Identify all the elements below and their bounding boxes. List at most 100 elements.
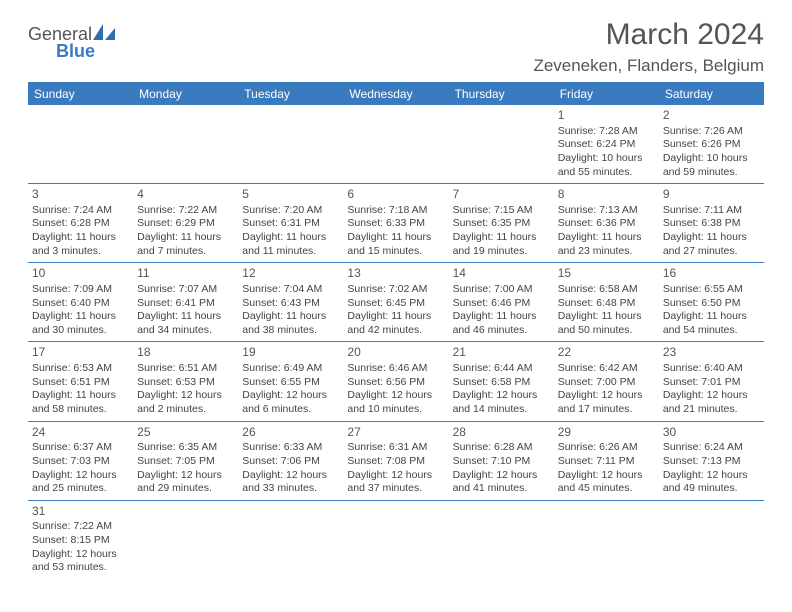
empty-cell (659, 501, 764, 579)
day-cell: 29Sunrise: 6:26 AMSunset: 7:11 PMDayligh… (554, 422, 659, 500)
day-number: 20 (347, 345, 444, 361)
daylight-text: Daylight: 10 hours and 55 minutes. (558, 152, 655, 179)
sunset-text: Sunset: 7:00 PM (558, 376, 655, 390)
sunset-text: Sunset: 6:28 PM (32, 217, 129, 231)
sunrise-text: Sunrise: 7:15 AM (453, 204, 550, 218)
day-cell: 26Sunrise: 6:33 AMSunset: 7:06 PMDayligh… (238, 422, 343, 500)
sunset-text: Sunset: 6:38 PM (663, 217, 760, 231)
day-cell: 3Sunrise: 7:24 AMSunset: 6:28 PMDaylight… (28, 184, 133, 262)
day-cell: 8Sunrise: 7:13 AMSunset: 6:36 PMDaylight… (554, 184, 659, 262)
day-cell: 9Sunrise: 7:11 AMSunset: 6:38 PMDaylight… (659, 184, 764, 262)
daylight-text: Daylight: 12 hours and 10 minutes. (347, 389, 444, 416)
sunset-text: Sunset: 7:05 PM (137, 455, 234, 469)
day-cell: 21Sunrise: 6:44 AMSunset: 6:58 PMDayligh… (449, 342, 554, 420)
day-cell: 17Sunrise: 6:53 AMSunset: 6:51 PMDayligh… (28, 342, 133, 420)
sunrise-text: Sunrise: 6:31 AM (347, 441, 444, 455)
day-cell: 12Sunrise: 7:04 AMSunset: 6:43 PMDayligh… (238, 263, 343, 341)
daylight-text: Daylight: 12 hours and 17 minutes. (558, 389, 655, 416)
sunrise-text: Sunrise: 7:13 AM (558, 204, 655, 218)
day-cell: 23Sunrise: 6:40 AMSunset: 7:01 PMDayligh… (659, 342, 764, 420)
day-cell: 11Sunrise: 7:07 AMSunset: 6:41 PMDayligh… (133, 263, 238, 341)
daylight-text: Daylight: 11 hours and 50 minutes. (558, 310, 655, 337)
day-cell: 30Sunrise: 6:24 AMSunset: 7:13 PMDayligh… (659, 422, 764, 500)
day-cell: 24Sunrise: 6:37 AMSunset: 7:03 PMDayligh… (28, 422, 133, 500)
sunset-text: Sunset: 6:33 PM (347, 217, 444, 231)
daylight-text: Daylight: 12 hours and 6 minutes. (242, 389, 339, 416)
day-cell: 15Sunrise: 6:58 AMSunset: 6:48 PMDayligh… (554, 263, 659, 341)
day-number: 15 (558, 266, 655, 282)
sunset-text: Sunset: 6:40 PM (32, 297, 129, 311)
day-number: 18 (137, 345, 234, 361)
sunrise-text: Sunrise: 6:44 AM (453, 362, 550, 376)
day-number: 19 (242, 345, 339, 361)
sunset-text: Sunset: 6:45 PM (347, 297, 444, 311)
sunrise-text: Sunrise: 7:22 AM (137, 204, 234, 218)
sunrise-text: Sunrise: 6:33 AM (242, 441, 339, 455)
daylight-text: Daylight: 12 hours and 41 minutes. (453, 469, 550, 496)
daylight-text: Daylight: 11 hours and 46 minutes. (453, 310, 550, 337)
day-cell: 22Sunrise: 6:42 AMSunset: 7:00 PMDayligh… (554, 342, 659, 420)
sunset-text: Sunset: 7:03 PM (32, 455, 129, 469)
sunrise-text: Sunrise: 7:11 AM (663, 204, 760, 218)
daylight-text: Daylight: 11 hours and 54 minutes. (663, 310, 760, 337)
sunset-text: Sunset: 6:53 PM (137, 376, 234, 390)
day-number: 10 (32, 266, 129, 282)
sunset-text: Sunset: 6:41 PM (137, 297, 234, 311)
sunrise-text: Sunrise: 7:02 AM (347, 283, 444, 297)
daylight-text: Daylight: 12 hours and 45 minutes. (558, 469, 655, 496)
daylight-text: Daylight: 11 hours and 58 minutes. (32, 389, 129, 416)
sunset-text: Sunset: 6:51 PM (32, 376, 129, 390)
sunrise-text: Sunrise: 7:26 AM (663, 125, 760, 139)
sunrise-text: Sunrise: 7:04 AM (242, 283, 339, 297)
day-number: 17 (32, 345, 129, 361)
day-number: 14 (453, 266, 550, 282)
day-cell: 20Sunrise: 6:46 AMSunset: 6:56 PMDayligh… (343, 342, 448, 420)
sunset-text: Sunset: 6:58 PM (453, 376, 550, 390)
day-cell: 2Sunrise: 7:26 AMSunset: 6:26 PMDaylight… (659, 105, 764, 183)
logo: General Blue (28, 24, 115, 60)
sunset-text: Sunset: 7:11 PM (558, 455, 655, 469)
daylight-text: Daylight: 11 hours and 23 minutes. (558, 231, 655, 258)
sunrise-text: Sunrise: 7:07 AM (137, 283, 234, 297)
day-number: 9 (663, 187, 760, 203)
location: Zeveneken, Flanders, Belgium (533, 56, 764, 76)
sunrise-text: Sunrise: 6:51 AM (137, 362, 234, 376)
sunrise-text: Sunrise: 6:28 AM (453, 441, 550, 455)
weekday-row: Sunday Monday Tuesday Wednesday Thursday… (28, 83, 764, 105)
sunrise-text: Sunrise: 6:55 AM (663, 283, 760, 297)
week-row: 17Sunrise: 6:53 AMSunset: 6:51 PMDayligh… (28, 342, 764, 421)
header: General Blue March 2024 Zeveneken, Fland… (28, 18, 764, 76)
day-number: 2 (663, 108, 760, 124)
day-number: 5 (242, 187, 339, 203)
empty-cell (449, 501, 554, 579)
sunrise-text: Sunrise: 7:28 AM (558, 125, 655, 139)
daylight-text: Daylight: 11 hours and 15 minutes. (347, 231, 444, 258)
daylight-text: Daylight: 12 hours and 37 minutes. (347, 469, 444, 496)
sunset-text: Sunset: 6:26 PM (663, 138, 760, 152)
sunrise-text: Sunrise: 7:20 AM (242, 204, 339, 218)
sunset-text: Sunset: 6:24 PM (558, 138, 655, 152)
sunset-text: Sunset: 6:29 PM (137, 217, 234, 231)
sunset-text: Sunset: 6:46 PM (453, 297, 550, 311)
daylight-text: Daylight: 11 hours and 27 minutes. (663, 231, 760, 258)
sunrise-text: Sunrise: 6:37 AM (32, 441, 129, 455)
day-number: 16 (663, 266, 760, 282)
day-cell: 6Sunrise: 7:18 AMSunset: 6:33 PMDaylight… (343, 184, 448, 262)
day-number: 11 (137, 266, 234, 282)
sunset-text: Sunset: 7:06 PM (242, 455, 339, 469)
day-cell: 4Sunrise: 7:22 AMSunset: 6:29 PMDaylight… (133, 184, 238, 262)
day-cell: 25Sunrise: 6:35 AMSunset: 7:05 PMDayligh… (133, 422, 238, 500)
weekday-header: Tuesday (238, 83, 343, 105)
empty-cell (133, 501, 238, 579)
empty-cell (343, 501, 448, 579)
daylight-text: Daylight: 10 hours and 59 minutes. (663, 152, 760, 179)
empty-cell (238, 105, 343, 183)
calendar: Sunday Monday Tuesday Wednesday Thursday… (28, 82, 764, 579)
daylight-text: Daylight: 12 hours and 29 minutes. (137, 469, 234, 496)
empty-cell (449, 105, 554, 183)
daylight-text: Daylight: 12 hours and 21 minutes. (663, 389, 760, 416)
daylight-text: Daylight: 11 hours and 42 minutes. (347, 310, 444, 337)
day-cell: 19Sunrise: 6:49 AMSunset: 6:55 PMDayligh… (238, 342, 343, 420)
sunset-text: Sunset: 7:08 PM (347, 455, 444, 469)
day-number: 26 (242, 425, 339, 441)
